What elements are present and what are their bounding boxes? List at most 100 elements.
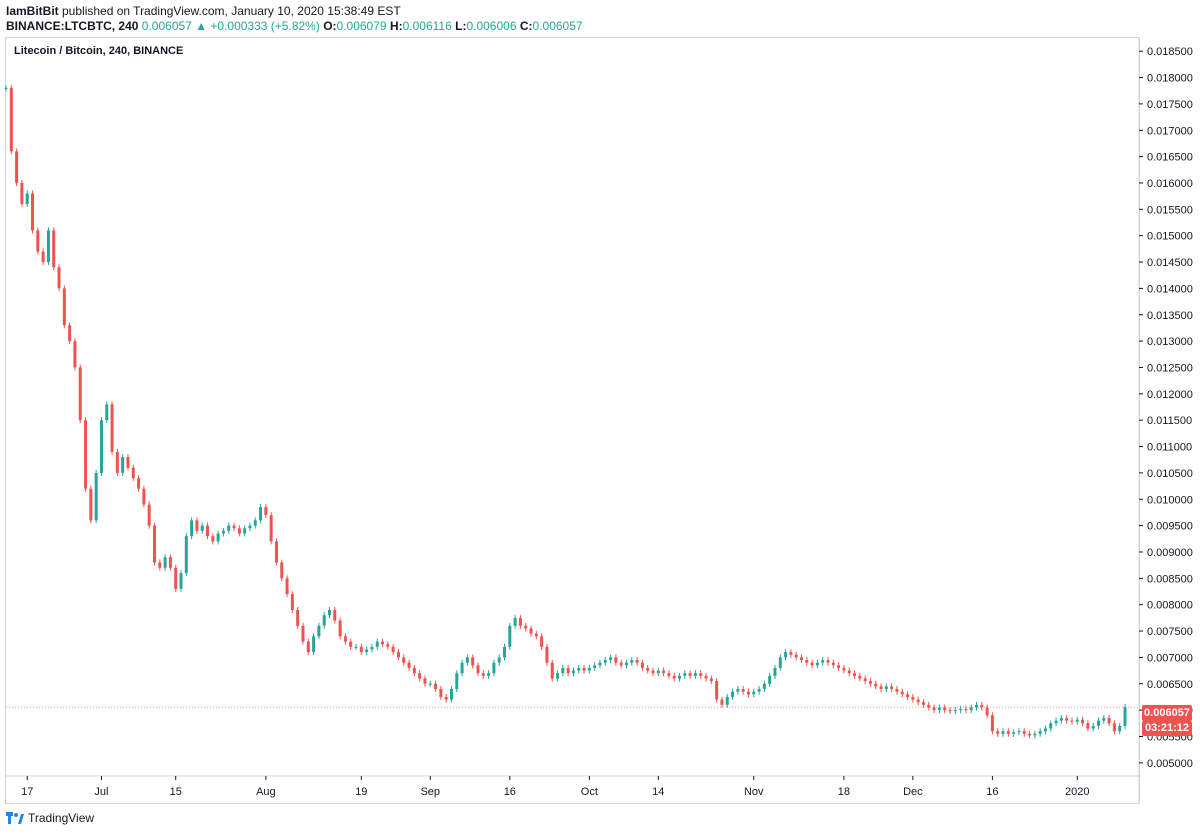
candle-body bbox=[84, 420, 88, 489]
y-tick-label: 0.006500 bbox=[1147, 679, 1193, 691]
candle-body bbox=[1065, 718, 1069, 721]
footer: TradingView bbox=[6, 811, 94, 825]
candle-body bbox=[481, 673, 485, 676]
candle-body bbox=[243, 528, 247, 534]
candle-body bbox=[264, 507, 268, 516]
high-value: 0.006116 bbox=[402, 19, 452, 33]
candle-body bbox=[598, 662, 602, 666]
candle-body bbox=[444, 696, 448, 700]
y-tick-label: 0.015500 bbox=[1147, 204, 1193, 216]
candle-body bbox=[587, 667, 591, 671]
candle-body bbox=[1059, 718, 1063, 721]
candle-body bbox=[768, 675, 772, 684]
candle-body bbox=[879, 686, 883, 690]
candle-body bbox=[142, 488, 146, 505]
candle-body bbox=[423, 678, 427, 684]
candle-body bbox=[412, 667, 416, 674]
candle-body bbox=[577, 667, 581, 671]
candle-body bbox=[609, 657, 613, 661]
candle-body bbox=[418, 673, 422, 679]
candle-body bbox=[1118, 725, 1122, 732]
x-tick-label: Sep bbox=[420, 786, 440, 798]
candle-body bbox=[280, 562, 284, 579]
candle-body bbox=[635, 660, 639, 663]
candle-body bbox=[884, 686, 888, 690]
candle-body bbox=[248, 525, 252, 529]
candle-body bbox=[678, 675, 682, 679]
candle-body bbox=[253, 520, 257, 526]
candle-body bbox=[179, 573, 183, 589]
candle-body bbox=[805, 660, 809, 663]
candle-body bbox=[184, 536, 188, 574]
candle-body bbox=[683, 673, 687, 676]
candle-body bbox=[1054, 720, 1058, 724]
candle-body bbox=[1033, 733, 1037, 736]
candle-body bbox=[969, 707, 973, 711]
candle-body bbox=[110, 404, 114, 452]
candle-body bbox=[1049, 723, 1053, 729]
candle-body bbox=[259, 507, 263, 521]
y-tick-label: 0.015000 bbox=[1147, 231, 1193, 243]
candle-body bbox=[359, 646, 363, 653]
candle-body bbox=[1043, 728, 1047, 732]
tradingview-logo-icon bbox=[6, 812, 24, 824]
candle-body bbox=[216, 533, 220, 542]
candle-body bbox=[455, 673, 459, 690]
candle-body bbox=[837, 665, 841, 668]
candle-body bbox=[545, 646, 549, 663]
candle-body bbox=[900, 691, 904, 695]
candle-body bbox=[206, 525, 210, 537]
candle-body bbox=[640, 662, 644, 668]
candle-body bbox=[1038, 731, 1042, 734]
x-tick-label: 16 bbox=[504, 786, 516, 798]
candle-body bbox=[349, 641, 353, 647]
y-tick-label: 0.017000 bbox=[1147, 125, 1193, 137]
candle-body bbox=[15, 151, 19, 183]
candle-body bbox=[115, 451, 119, 473]
candle-body bbox=[274, 541, 278, 563]
y-tick-label: 0.011000 bbox=[1147, 442, 1192, 454]
x-tick-label: 17 bbox=[21, 786, 33, 798]
candle-body bbox=[221, 530, 225, 534]
candle-body bbox=[174, 567, 178, 589]
chart-legend: Litecoin / Bitcoin, 240, BINANCE bbox=[14, 45, 184, 57]
candle-body bbox=[619, 662, 623, 666]
y-tick-label: 0.016000 bbox=[1147, 178, 1193, 190]
y-tick-label: 0.016500 bbox=[1147, 152, 1193, 164]
candle-body bbox=[211, 536, 215, 542]
candle-body bbox=[94, 472, 98, 521]
candle-body bbox=[1017, 731, 1021, 733]
candle-body bbox=[959, 709, 963, 711]
candle-body bbox=[985, 707, 989, 716]
candle-body bbox=[937, 707, 941, 711]
price-change: ▲ +0.000333 (+5.82%) bbox=[195, 19, 320, 33]
x-tick-label: 18 bbox=[838, 786, 850, 798]
candle-body bbox=[1081, 719, 1085, 724]
candle-body bbox=[789, 652, 793, 655]
open-label: O: bbox=[323, 19, 337, 33]
candle-body bbox=[105, 404, 109, 421]
candle-body bbox=[1091, 725, 1095, 729]
candle-body bbox=[62, 288, 66, 326]
candle-body bbox=[799, 657, 803, 661]
candle-body bbox=[540, 636, 544, 647]
candle-body bbox=[31, 193, 35, 231]
candle-body bbox=[396, 652, 400, 658]
x-tick-label: Nov bbox=[744, 786, 764, 798]
candle-body bbox=[46, 230, 50, 263]
candle-body bbox=[874, 683, 878, 687]
candle-body bbox=[518, 617, 522, 626]
candle-body bbox=[746, 691, 750, 695]
candle-body bbox=[794, 654, 798, 658]
candle-body bbox=[662, 670, 666, 674]
y-tick-label: 0.005000 bbox=[1147, 758, 1193, 770]
candle-body bbox=[68, 325, 72, 342]
candle-body bbox=[131, 467, 135, 479]
candle-body bbox=[391, 646, 395, 653]
candle-body bbox=[571, 670, 575, 674]
candle-body bbox=[821, 660, 825, 663]
candle-body bbox=[534, 633, 538, 637]
candle-body bbox=[328, 609, 332, 616]
candle-body bbox=[911, 696, 915, 700]
